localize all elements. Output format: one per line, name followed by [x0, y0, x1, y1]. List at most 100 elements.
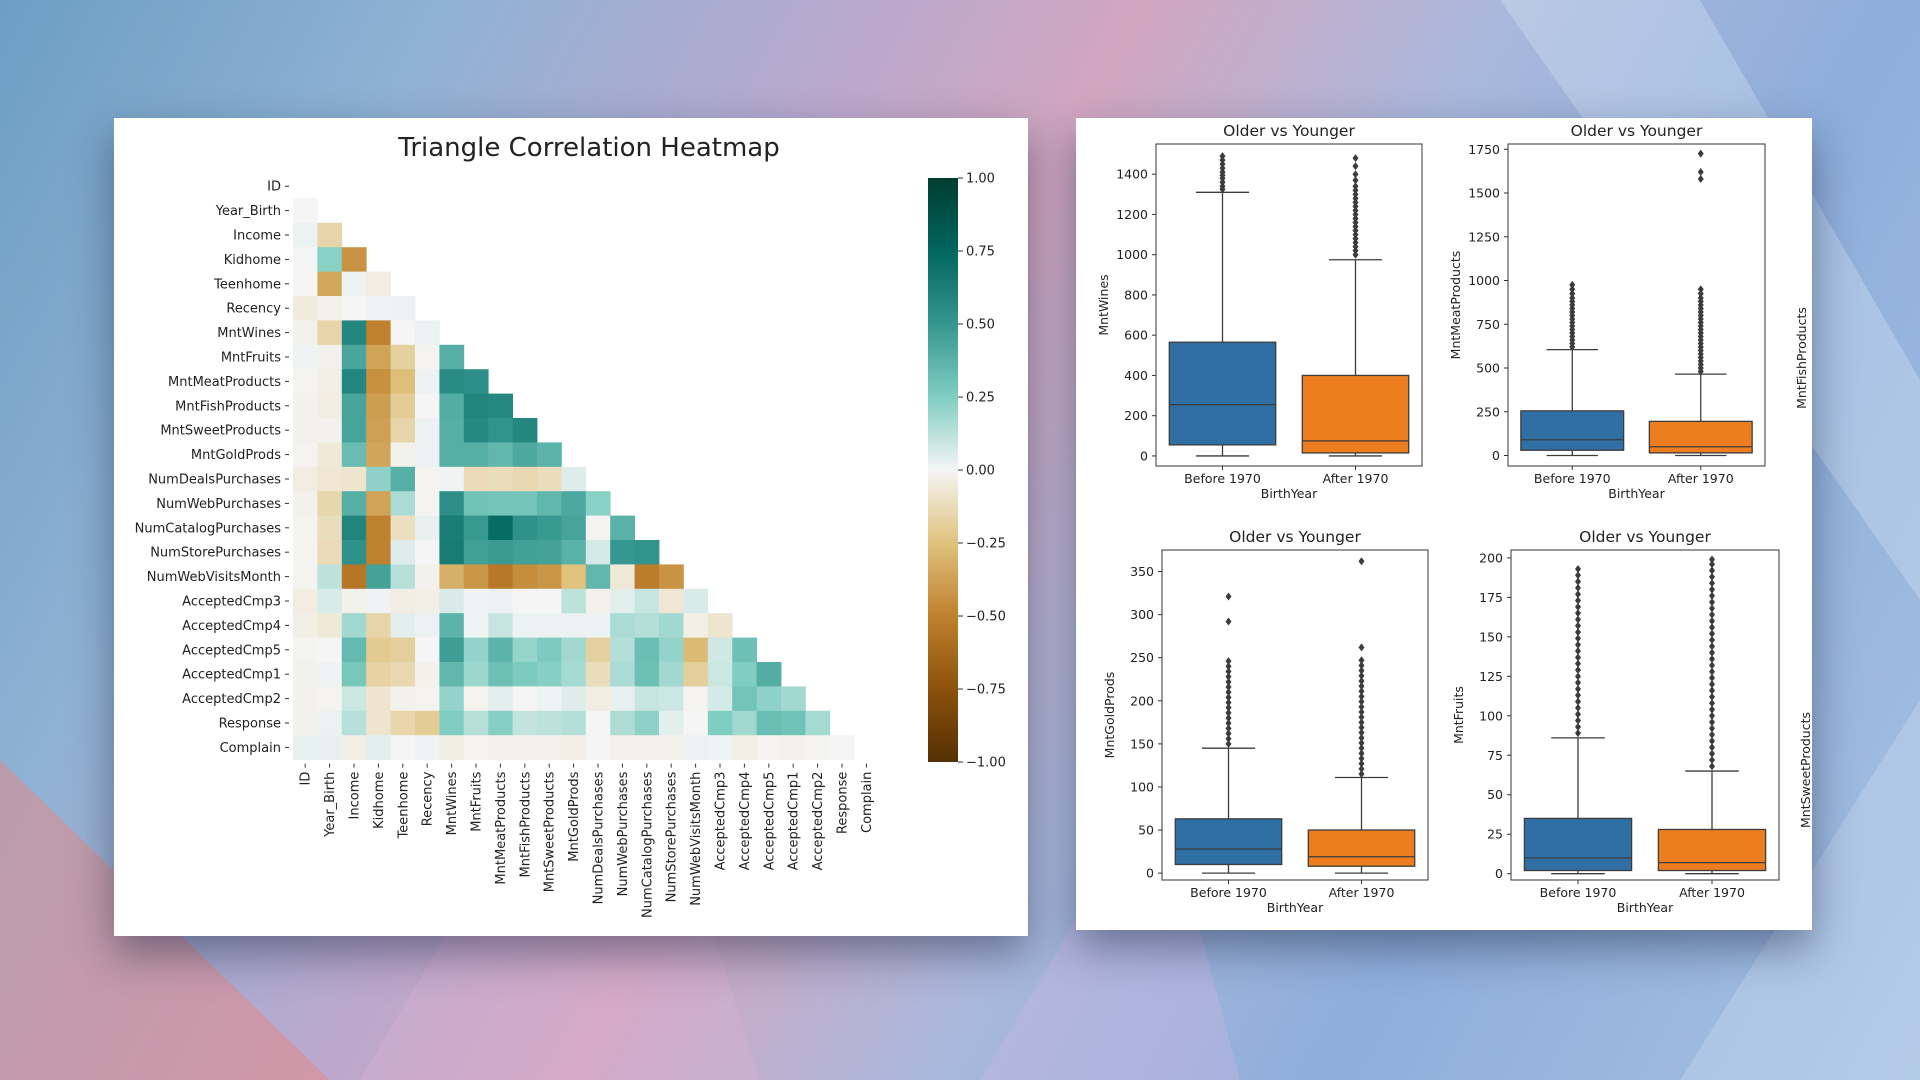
heatmap-cell — [610, 710, 635, 736]
outlier-point — [1709, 610, 1715, 619]
heatmap-cell — [366, 588, 391, 614]
outlier-point — [1219, 160, 1226, 169]
heatmap-cell — [561, 491, 587, 516]
heatmap-cell — [293, 466, 318, 492]
heatmap-cell — [659, 735, 684, 760]
cutoff-label-right-top: MntFishProducts — [1794, 307, 1809, 409]
heatmap-cell — [366, 613, 391, 638]
heatmap-row-label: AcceptedCmp1 — [182, 668, 281, 683]
boxplot-title: Older vs Younger — [1579, 528, 1711, 546]
heatmap-cell — [366, 271, 391, 297]
heatmap-cell — [293, 540, 318, 565]
heatmap-cell — [317, 320, 343, 346]
boxplot-ytick-label: 0 — [1495, 866, 1503, 881]
box-iqr — [1657, 828, 1767, 872]
boxplot-xlabel: BirthYear — [1261, 486, 1318, 501]
heatmap-cell — [659, 564, 684, 590]
heatmap-cell — [390, 393, 416, 419]
heatmap-cell — [366, 564, 391, 590]
outlier-point — [1709, 636, 1715, 644]
outlier-point — [1352, 194, 1359, 203]
heatmap-cell — [293, 588, 318, 614]
heatmap-cell — [585, 588, 611, 614]
heatmap-cell — [390, 588, 416, 614]
outlier-point — [1352, 182, 1359, 191]
colorbar-tick-label: 0.00 — [966, 464, 995, 479]
heatmap-cell — [561, 637, 587, 663]
boxplot-xlabel: BirthYear — [1617, 900, 1674, 915]
heatmap-cell — [366, 515, 391, 541]
outlier-point — [1358, 759, 1365, 768]
outlier-point — [1709, 604, 1715, 613]
heatmap-cell — [488, 637, 513, 663]
heatmap-cell — [341, 588, 367, 614]
heatmap-cell — [317, 418, 343, 443]
outlier-point — [1709, 718, 1715, 727]
heatmap-col-label: Year_Birth — [323, 772, 338, 838]
heatmap-cell — [293, 320, 318, 346]
heatmap-cell — [659, 662, 684, 687]
heatmap-row-label: NumStorePurchases — [150, 546, 281, 561]
outlier-point — [1358, 707, 1365, 716]
heatmap-cell — [732, 637, 757, 663]
heatmap-col-label: NumWebPurchases — [616, 771, 631, 896]
box-iqr — [1307, 829, 1416, 867]
heatmap-cell — [610, 735, 635, 760]
outlier-point — [1569, 294, 1576, 302]
heatmap-cell — [683, 710, 709, 736]
boxplot-frame — [1507, 143, 1766, 467]
heatmap-cell — [634, 564, 660, 590]
outlier-point — [1709, 724, 1715, 733]
heatmap-cell — [317, 710, 343, 736]
outlier-point — [1569, 285, 1576, 294]
outlier-point — [1358, 728, 1365, 737]
outlier-point — [1575, 716, 1581, 725]
outlier-point — [1352, 176, 1359, 185]
boxplot-3: Older vs Younger 0 50 100 150 200 250 300 350 Mnt… — [1102, 528, 1429, 915]
outlier-point — [1575, 596, 1581, 605]
outlier-point — [1225, 719, 1232, 728]
heatmap-cell — [585, 710, 611, 736]
heatmap-cell — [317, 466, 343, 492]
heatmap-cell — [634, 662, 660, 687]
heatmap-cell — [366, 710, 391, 736]
boxplot-4: Older vs Younger 0 25 50 75 100 125 150 175 200 Mn… — [1451, 528, 1780, 915]
heatmap-cell — [463, 735, 489, 760]
outlier-point — [1697, 289, 1704, 298]
outlier-point — [1219, 164, 1226, 173]
heatmap-cell — [585, 686, 611, 712]
outlier-point — [1225, 657, 1232, 666]
outlier-point — [1358, 739, 1365, 748]
heatmap-cell — [634, 710, 660, 736]
heatmap-cell — [390, 320, 416, 346]
heatmap-cell — [561, 662, 587, 687]
outlier-point — [1709, 555, 1715, 564]
heatmap-cell — [756, 735, 782, 760]
outlier-point — [1569, 289, 1576, 298]
colorbar-tick-label: 1.00 — [966, 172, 995, 187]
heatmap-cell — [537, 442, 562, 468]
outlier-point — [1225, 688, 1232, 697]
boxplot-ylabel: MntFruits — [1451, 686, 1466, 744]
heatmap-cell — [585, 491, 611, 516]
heatmap-cell — [341, 466, 367, 492]
heatmap-cell — [707, 710, 733, 736]
heatmap-cell — [707, 662, 733, 687]
outlier-point — [1709, 737, 1715, 746]
outlier-point — [1575, 571, 1581, 580]
heatmap-cell — [341, 491, 367, 516]
outlier-point — [1225, 662, 1232, 671]
heatmap-cell — [390, 540, 416, 565]
outlier-point — [1358, 749, 1365, 758]
heatmap-cell — [463, 588, 489, 614]
heatmap-cell — [610, 613, 635, 638]
heatmap-cell — [512, 418, 538, 443]
heatmap-row-label: NumWebVisitsMonth — [147, 570, 281, 585]
heatmap-col-label: NumStorePurchases — [665, 771, 680, 902]
heatmap-cell — [488, 710, 513, 736]
heatmap-cell — [317, 540, 343, 565]
outlier-point — [1575, 697, 1581, 706]
heatmap-col-label: AcceptedCmp4 — [738, 772, 753, 871]
outlier-point — [1358, 687, 1365, 696]
colorbar — [928, 178, 958, 762]
